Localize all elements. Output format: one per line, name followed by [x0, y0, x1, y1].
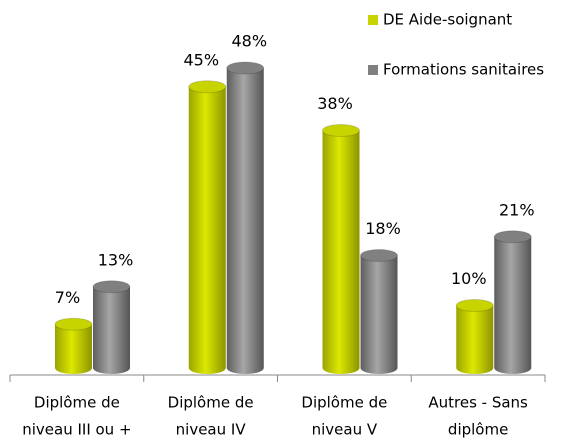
bar-body	[93, 286, 130, 368]
x-tick-label: niveau III ou +	[22, 421, 131, 438]
value-label: 10%	[451, 269, 487, 288]
value-label: 38%	[317, 94, 353, 113]
bar-top	[455, 299, 494, 312]
bar-body	[360, 255, 398, 368]
value-label: 7%	[55, 288, 80, 307]
legend-label: Formations sanitaires	[383, 61, 544, 79]
legend-label: DE Aide-soignant	[383, 11, 512, 29]
x-tick-label: Diplôme de	[34, 394, 120, 412]
bar-body	[55, 324, 92, 368]
bar-top	[360, 249, 398, 262]
bar-body	[456, 305, 494, 368]
bar-top	[188, 80, 227, 94]
bar	[54, 317, 93, 374]
x-tick-label: niveau V	[312, 421, 378, 438]
bar	[226, 61, 265, 374]
bar-top	[54, 317, 93, 331]
value-label: 13%	[98, 250, 134, 269]
bar-top	[92, 280, 131, 294]
x-tick-label: Diplôme de	[301, 394, 387, 412]
value-label: 48%	[231, 32, 267, 51]
x-tick-label: diplôme	[448, 421, 508, 438]
bar-body	[226, 68, 264, 368]
bar	[92, 280, 131, 374]
bar-body	[494, 236, 532, 368]
bar	[455, 299, 494, 374]
bar-base	[55, 362, 92, 374]
bar-body	[188, 86, 226, 368]
bar-base	[322, 362, 360, 374]
value-label: 45%	[183, 50, 219, 69]
bar-base	[456, 362, 494, 374]
bar-base	[188, 362, 226, 374]
bar-body	[322, 130, 360, 368]
bar	[493, 230, 532, 374]
legend-swatch	[368, 65, 378, 75]
value-label: 21%	[499, 200, 535, 219]
bar-top	[322, 124, 360, 137]
value-label: 18%	[365, 219, 401, 238]
bar-base	[93, 362, 130, 374]
bar-top	[493, 230, 532, 244]
bar-base	[360, 362, 398, 374]
bar-base	[494, 362, 532, 374]
bar	[322, 124, 360, 374]
legend-swatch	[368, 15, 378, 25]
x-tick-label: Diplôme de	[168, 394, 254, 412]
bar	[360, 249, 398, 374]
bar-top	[226, 61, 265, 75]
bar-base	[226, 362, 264, 374]
x-tick-label: Autres - Sans	[428, 394, 528, 412]
bar	[188, 80, 227, 374]
x-tick-label: niveau IV	[176, 421, 247, 438]
